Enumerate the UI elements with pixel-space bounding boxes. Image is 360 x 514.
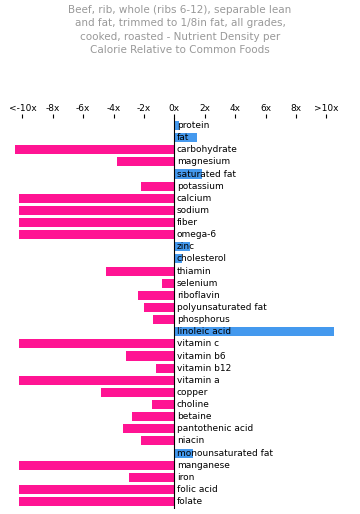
Bar xyxy=(144,303,174,312)
Bar xyxy=(174,133,197,142)
Text: carbohydrate: carbohydrate xyxy=(177,145,238,154)
Text: fiber: fiber xyxy=(177,218,198,227)
Bar xyxy=(174,242,190,251)
Bar xyxy=(19,206,174,215)
Text: zinc: zinc xyxy=(177,242,195,251)
Text: selenium: selenium xyxy=(177,279,218,288)
Text: vitamin c: vitamin c xyxy=(177,339,219,348)
Text: niacin: niacin xyxy=(177,436,204,446)
Text: betaine: betaine xyxy=(177,412,211,421)
Text: saturated fat: saturated fat xyxy=(177,170,236,178)
Bar xyxy=(106,267,174,276)
Bar xyxy=(117,157,174,167)
Bar xyxy=(19,194,174,203)
Text: linoleic acid: linoleic acid xyxy=(177,327,231,336)
Text: vitamin b12: vitamin b12 xyxy=(177,363,231,373)
Text: thiamin: thiamin xyxy=(177,267,211,276)
Bar xyxy=(141,181,174,191)
Bar xyxy=(153,315,174,324)
Text: choline: choline xyxy=(177,400,210,409)
Text: Beef, rib, whole (ribs 6-12), separable lean
and fat, trimmed to 1/8in fat, all : Beef, rib, whole (ribs 6-12), separable … xyxy=(68,5,292,54)
Bar xyxy=(19,461,174,470)
Text: folate: folate xyxy=(177,497,203,506)
Bar xyxy=(19,485,174,494)
Bar xyxy=(174,449,193,457)
Bar xyxy=(19,497,174,506)
Bar xyxy=(123,424,174,433)
Bar xyxy=(129,473,174,482)
Bar xyxy=(102,388,174,397)
Bar xyxy=(174,327,334,336)
Text: vitamin b6: vitamin b6 xyxy=(177,352,225,360)
Text: monounsaturated fat: monounsaturated fat xyxy=(177,449,273,457)
Bar xyxy=(19,339,174,348)
Text: protein: protein xyxy=(177,121,209,130)
Text: magnesium: magnesium xyxy=(177,157,230,167)
Text: calcium: calcium xyxy=(177,194,212,203)
Bar xyxy=(141,436,174,446)
Text: omega-6: omega-6 xyxy=(177,230,217,239)
Bar xyxy=(174,254,182,264)
Text: riboflavin: riboflavin xyxy=(177,291,220,300)
Text: pantothenic acid: pantothenic acid xyxy=(177,424,253,433)
Text: potassium: potassium xyxy=(177,181,224,191)
Text: vitamin a: vitamin a xyxy=(177,376,219,385)
Text: folic acid: folic acid xyxy=(177,485,217,494)
Bar xyxy=(138,291,174,300)
Text: fat: fat xyxy=(177,133,189,142)
Text: iron: iron xyxy=(177,473,194,482)
Bar xyxy=(132,412,174,421)
Bar xyxy=(174,121,179,130)
Bar xyxy=(15,145,174,154)
Bar xyxy=(19,376,174,385)
Text: polyunsaturated fat: polyunsaturated fat xyxy=(177,303,266,312)
Bar xyxy=(156,363,174,373)
Text: phosphorus: phosphorus xyxy=(177,315,229,324)
Bar xyxy=(152,400,174,409)
Bar xyxy=(174,170,202,178)
Text: manganese: manganese xyxy=(177,461,230,470)
Bar xyxy=(126,352,174,360)
Bar xyxy=(19,218,174,227)
Text: copper: copper xyxy=(177,388,208,397)
Bar xyxy=(162,279,174,288)
Text: cholesterol: cholesterol xyxy=(177,254,227,264)
Text: sodium: sodium xyxy=(177,206,210,215)
Bar xyxy=(19,230,174,239)
